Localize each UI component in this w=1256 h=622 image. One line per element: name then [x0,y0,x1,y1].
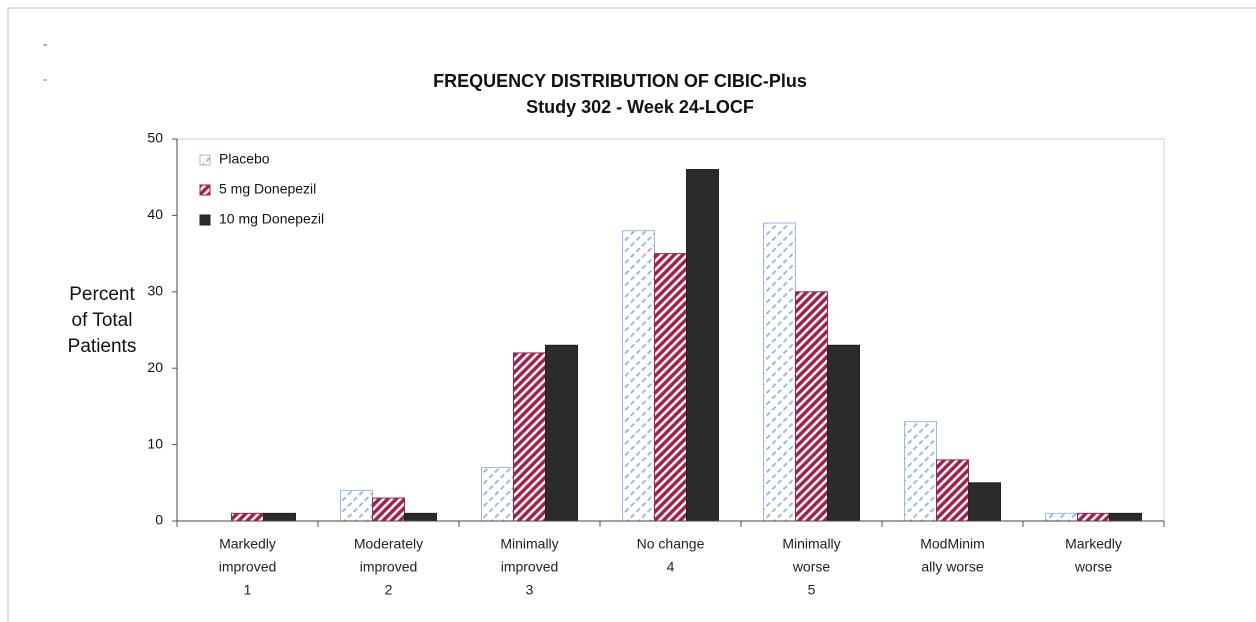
bar [263,512,296,522]
bar [936,459,969,522]
bar [654,253,687,522]
y-tick-label: 0 [155,512,163,528]
bar [1077,512,1110,522]
bar [340,489,373,522]
x-tick-label: Markedly [219,536,276,552]
legend-label: 5 mg Donepezil [219,181,316,197]
y-axis-label: Patients [68,336,137,357]
x-tick-label: Moderately [354,536,423,552]
bar [686,169,719,522]
legend-swatch [199,214,211,226]
legend-label: Placebo [219,151,270,167]
bar [904,421,937,522]
bar [622,230,655,522]
bar [1109,512,1142,522]
x-tick-label: Minimally [782,536,840,552]
bar [513,352,546,522]
bar [795,291,828,522]
y-tick-label: 10 [147,435,163,451]
x-tick-label: 4 [667,559,675,575]
x-tick-label: 5 [808,582,816,598]
y-axis-label: Percent [69,284,135,305]
x-tick-label: Minimally [500,536,558,552]
bar [968,482,1001,522]
bar [1045,512,1078,522]
y-tick-label: 20 [147,359,163,375]
x-tick-label: 3 [526,582,534,598]
bar [372,497,405,522]
bar [763,222,796,522]
chart-title: FREQUENCY DISTRIBUTION OF CIBIC-Plus [433,71,807,91]
bar [404,512,437,522]
x-tick-label: ModMinim [920,536,985,552]
x-tick-label: worse [1074,559,1113,575]
x-tick-label: worse [792,559,831,575]
y-tick-label: 40 [147,206,163,222]
bar [481,467,514,522]
x-tick-label: improved [501,559,559,575]
x-tick-label: 1 [244,582,252,598]
x-tick-label: 2 [385,582,393,598]
x-tick-label: improved [219,559,277,575]
bar [545,344,578,522]
x-tick-label: ally worse [921,559,983,575]
x-tick-label: Markedly [1065,536,1122,552]
bar [231,512,264,522]
chart-subtitle: Study 302 - Week 24-LOCF [526,97,754,117]
legend-swatch [199,154,211,166]
legend-swatch [199,184,211,196]
bar [827,344,860,522]
y-axis-label: of Total [72,310,133,331]
y-tick-label: 30 [147,283,163,299]
x-tick-label: improved [360,559,418,575]
x-tick-label: No change [637,536,705,552]
legend-label: 10 mg Donepezil [219,211,324,227]
y-tick-label: 50 [147,130,163,146]
